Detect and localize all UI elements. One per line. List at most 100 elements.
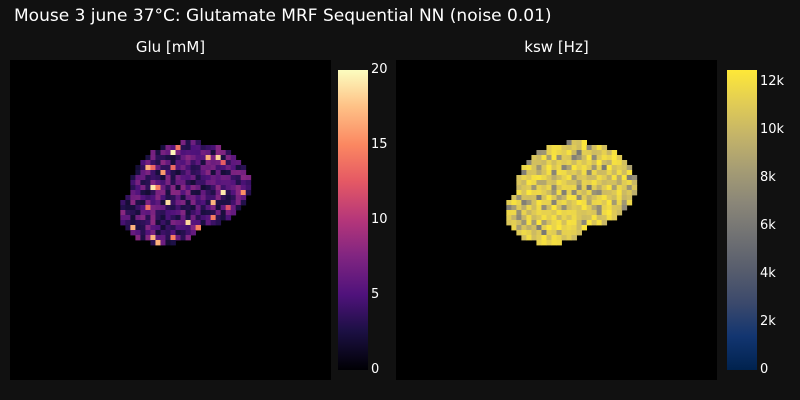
heatmap-cell — [521, 195, 527, 201]
heatmap-cell — [135, 175, 141, 181]
heatmap-cell — [626, 190, 633, 196]
heatmap-cell — [586, 185, 593, 191]
heatmap-cell — [591, 190, 598, 196]
heatmap-cell — [195, 150, 201, 156]
heatmap-cell — [576, 150, 582, 156]
heatmap-cell — [205, 155, 212, 161]
heatmap-cell — [215, 220, 222, 226]
heatmap-cell — [536, 195, 542, 201]
heatmap-cell — [576, 160, 582, 166]
heatmap-cell — [145, 190, 151, 196]
heatmap-cell — [541, 210, 547, 216]
heatmap-cell — [200, 150, 207, 156]
heatmap-cell — [626, 200, 633, 206]
heatmap-cell — [125, 225, 131, 231]
ksw-heatmap-panel[interactable] — [396, 60, 717, 380]
glu-heatmap-panel[interactable] — [10, 60, 331, 380]
heatmap-cell — [170, 165, 176, 171]
heatmap-cell — [561, 155, 567, 161]
heatmap-cell — [621, 205, 628, 211]
heatmap-cell — [120, 205, 126, 211]
heatmap-cell — [561, 225, 567, 231]
colorbar-tick-label: 12k — [760, 74, 785, 89]
heatmap-cell — [551, 240, 557, 246]
heatmap-cell — [210, 220, 217, 226]
heatmap-cell — [150, 160, 156, 166]
heatmap-cell — [546, 145, 552, 151]
heatmap-cell — [180, 165, 186, 171]
heatmap-cell — [225, 200, 232, 206]
heatmap-cell — [526, 225, 532, 231]
heatmap-cell — [561, 230, 567, 236]
heatmap-cell — [571, 155, 577, 161]
heatmap-cell — [190, 140, 196, 146]
heatmap-cell — [205, 190, 212, 196]
heatmap-cell — [521, 200, 527, 206]
heatmap-cell — [215, 190, 222, 196]
heatmap-cell — [551, 150, 557, 156]
heatmap-cell — [526, 170, 532, 176]
heatmap-cell — [601, 220, 608, 226]
heatmap-cell — [155, 225, 161, 231]
heatmap-cell — [195, 220, 201, 226]
heatmap-cell — [571, 220, 577, 226]
heatmap-cell — [210, 175, 217, 181]
heatmap-cell — [130, 205, 136, 211]
heatmap-cell — [170, 235, 176, 241]
heatmap-cell — [155, 240, 161, 246]
heatmap-cell — [571, 140, 577, 146]
heatmap-cell — [155, 185, 161, 191]
heatmap-cell — [180, 200, 186, 206]
heatmap-cell — [536, 170, 542, 176]
heatmap-cell — [140, 230, 146, 236]
heatmap-cell — [576, 205, 582, 211]
heatmap-cell — [556, 165, 562, 171]
heatmap-cell — [571, 150, 577, 156]
heatmap-cell — [155, 150, 161, 156]
heatmap-cell — [140, 175, 146, 181]
heatmap-cell — [586, 175, 593, 181]
heatmap-cell — [225, 150, 232, 156]
heatmap-cell — [150, 220, 156, 226]
heatmap-cell — [536, 240, 542, 246]
ksw-heatmap — [506, 140, 638, 246]
heatmap-cell — [230, 155, 237, 161]
heatmap-cell — [556, 210, 562, 216]
heatmap-cell — [180, 155, 186, 161]
heatmap-cell — [586, 160, 593, 166]
heatmap-cell — [556, 175, 562, 181]
heatmap-cell — [531, 185, 537, 191]
heatmap-cell — [576, 200, 582, 206]
heatmap-cell — [185, 180, 191, 186]
heatmap-cell — [185, 210, 191, 216]
heatmap-cell — [521, 205, 527, 211]
glu-heatmap — [120, 140, 252, 246]
heatmap-cell — [576, 225, 582, 231]
heatmap-cell — [531, 225, 537, 231]
heatmap-cell — [240, 170, 247, 176]
heatmap-cell — [155, 200, 161, 206]
heatmap-cell — [160, 180, 166, 186]
heatmap-cell — [516, 225, 522, 231]
heatmap-cell — [571, 165, 577, 171]
heatmap-cell — [140, 215, 146, 221]
heatmap-cell — [150, 235, 156, 241]
heatmap-cell — [200, 145, 207, 151]
heatmap-cell — [225, 160, 232, 166]
heatmap-cell — [155, 190, 161, 196]
heatmap-cell — [591, 145, 598, 151]
heatmap-cell — [245, 175, 252, 181]
heatmap-cell — [511, 215, 517, 221]
heatmap-cell — [541, 175, 547, 181]
heatmap-cell — [190, 205, 196, 211]
heatmap-cell — [205, 215, 212, 221]
heatmap-cell — [160, 190, 166, 196]
heatmap-cell — [225, 155, 232, 161]
heatmap-cell — [581, 205, 587, 211]
heatmap-cell — [621, 195, 628, 201]
heatmap-cell — [245, 180, 252, 186]
heatmap-cell — [526, 175, 532, 181]
heatmap-cell — [541, 200, 547, 206]
heatmap-cell — [576, 190, 582, 196]
colorbar-tick-label: 2k — [760, 314, 776, 329]
